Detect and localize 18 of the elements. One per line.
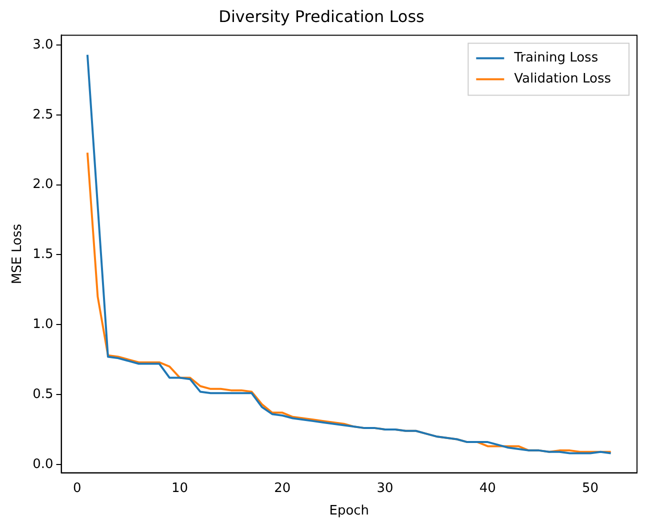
legend-label: Validation Loss: [514, 72, 612, 87]
x-tick-label: 40: [479, 480, 496, 496]
x-axis-title: Epoch: [329, 504, 370, 519]
x-tick-label: 20: [274, 480, 291, 496]
y-tick-label: 2.0: [32, 177, 54, 192]
legend-label: Training Loss: [513, 50, 598, 66]
chart-title: Diversity Predication Loss: [218, 6, 424, 26]
x-tick-label: 0: [73, 480, 82, 496]
y-tick-label: 1.5: [32, 247, 54, 262]
y-tick-label: 2.5: [32, 107, 54, 122]
x-tick-label: 10: [172, 480, 188, 496]
x-tick-label: 30: [376, 480, 394, 496]
y-axis-title: MSE Loss: [10, 224, 26, 284]
y-tick-label: 3.0: [32, 37, 54, 52]
y-tick-label: 0.5: [32, 386, 54, 402]
y-tick-label: 1.0: [32, 316, 54, 332]
x-tick-label: 50: [582, 480, 599, 496]
y-tick-label: 0.0: [32, 456, 54, 472]
